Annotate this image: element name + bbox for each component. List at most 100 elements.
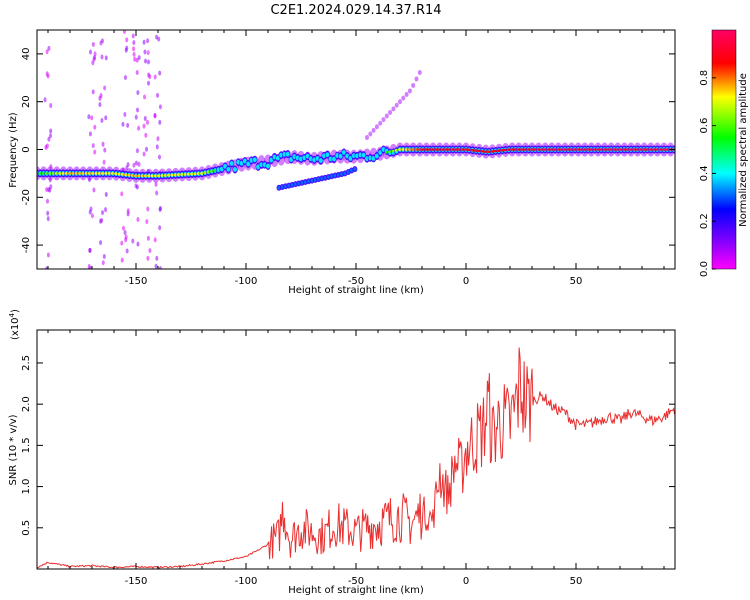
spectrogram-x-label: Height of straight line (km)	[288, 285, 424, 296]
noise-blob	[144, 132, 148, 138]
spectrogram-y-tick-label: 40	[21, 48, 32, 61]
branch-blob	[310, 178, 314, 183]
chart-title: C2E1.2024.029.14.37.R14	[270, 3, 441, 18]
noise-blob	[158, 154, 162, 160]
noise-blob	[144, 58, 148, 64]
noise-blob	[146, 50, 150, 56]
band-blob	[233, 167, 237, 172]
noise-blob	[104, 207, 108, 213]
noise-blob	[88, 247, 92, 253]
upper-branch-blob	[388, 109, 393, 115]
noise-blob	[93, 51, 97, 57]
noise-blob	[143, 94, 147, 100]
noise-blob	[120, 240, 124, 246]
noise-blob	[45, 143, 49, 149]
snr-ticks: -150 -100 -50 0 50 0.5 1.0 1.5 2.0 2.5	[21, 330, 675, 587]
noise-blob	[156, 136, 160, 142]
noise-blob	[45, 198, 49, 204]
upper-branch-blob	[407, 88, 412, 94]
noise-blob	[132, 46, 136, 52]
spectrogram-heat-layer	[37, 30, 675, 269]
noise-blob	[101, 260, 105, 266]
branch-blob	[290, 183, 294, 187]
branch-blob	[336, 173, 340, 177]
band-blob	[318, 158, 323, 163]
colorbar-tick-label: 0.4	[699, 165, 710, 181]
noise-blob	[99, 240, 103, 246]
snr-panel: -150 -100 -50 0 50 0.5 1.0 1.5 2.0 2.5 Height of …	[8, 309, 676, 596]
upper-branch-blob	[417, 70, 422, 76]
branch-blob	[320, 176, 324, 181]
noise-blob	[100, 54, 104, 60]
noise-blob	[148, 248, 152, 254]
noise-blob	[131, 238, 135, 244]
band-blob	[223, 163, 228, 169]
snr-multiplier-base: (x10	[10, 317, 21, 340]
upper-branch-blob	[368, 131, 373, 137]
noise-blob	[135, 70, 139, 76]
noise-blob	[132, 162, 136, 168]
branch-blob	[297, 181, 301, 186]
band-blob	[269, 157, 274, 163]
spectrogram-x-tick-label: -100	[235, 276, 258, 287]
noise-blob	[125, 45, 129, 51]
noise-blob	[154, 181, 158, 187]
noise-blob	[49, 128, 53, 134]
branch-blob	[346, 170, 350, 174]
noise-blob	[126, 122, 130, 128]
noise-blob	[100, 218, 104, 224]
upper-branch-blob	[391, 106, 396, 112]
band-blob	[226, 166, 231, 172]
colorbar-label: Normalized spectral amplitude	[738, 73, 749, 227]
noise-blob	[146, 235, 150, 241]
noise-blob	[101, 210, 105, 216]
noise-blob	[158, 119, 162, 125]
noise-blob	[48, 133, 52, 139]
noise-blob	[120, 191, 124, 197]
noise-blob	[136, 107, 140, 113]
band-blob	[275, 155, 280, 161]
noise-blob	[123, 230, 127, 236]
branch-blob	[303, 180, 307, 184]
band-blob	[242, 158, 247, 164]
upper-branch-blob	[374, 124, 379, 130]
branch-blob	[350, 168, 354, 173]
snr-y-tick-label: 0.5	[21, 520, 32, 536]
noise-blob	[47, 45, 51, 51]
snr-x-tick-label: 50	[570, 576, 583, 587]
noise-blob	[142, 151, 146, 157]
colorbar-ticks: 0.0 0.2 0.4 0.6 0.8	[699, 70, 716, 277]
noise-blob	[90, 115, 94, 121]
branch-blob	[300, 181, 304, 185]
branch-blob	[293, 182, 298, 186]
noise-blob	[143, 49, 147, 55]
noise-blob	[103, 85, 107, 91]
noise-blob	[132, 51, 136, 57]
spectrogram-y-tick-label: -20	[21, 189, 32, 205]
noise-blob	[87, 114, 91, 120]
colorbar-frame	[711, 29, 737, 270]
noise-blob	[156, 92, 160, 98]
snr-y-label: SNR (10 * v/v)	[8, 414, 19, 485]
colorbar: 0.0 0.2 0.4 0.6 0.8 Normalized spectral ampl…	[699, 29, 749, 277]
noise-blob	[146, 38, 150, 44]
noise-blob	[142, 39, 146, 45]
noise-blob	[124, 237, 128, 243]
noise-blob	[137, 125, 141, 131]
upper-branch-blob	[398, 99, 402, 105]
noise-blob	[126, 162, 130, 168]
noise-blob	[155, 34, 159, 40]
noise-blob	[146, 206, 150, 212]
noise-blob	[46, 252, 50, 258]
noise-blob	[88, 266, 92, 269]
noise-blob	[146, 119, 150, 125]
noise-blob	[148, 74, 152, 80]
noise-blob	[104, 115, 108, 121]
upper-branch-blob	[401, 95, 406, 101]
branch-blob	[287, 183, 291, 188]
spectrogram-ticks: -150 -100 -50 0 50 -40 -20 0 20 40	[21, 30, 675, 287]
noise-blob	[91, 41, 95, 47]
spectrogram-y-label: Frequency (Hz)	[8, 112, 19, 188]
spectrogram-panel: -150 -100 -50 0 50 -40 -20 0 20 40 Height of stra…	[8, 29, 676, 296]
snr-plot-area	[37, 330, 675, 569]
